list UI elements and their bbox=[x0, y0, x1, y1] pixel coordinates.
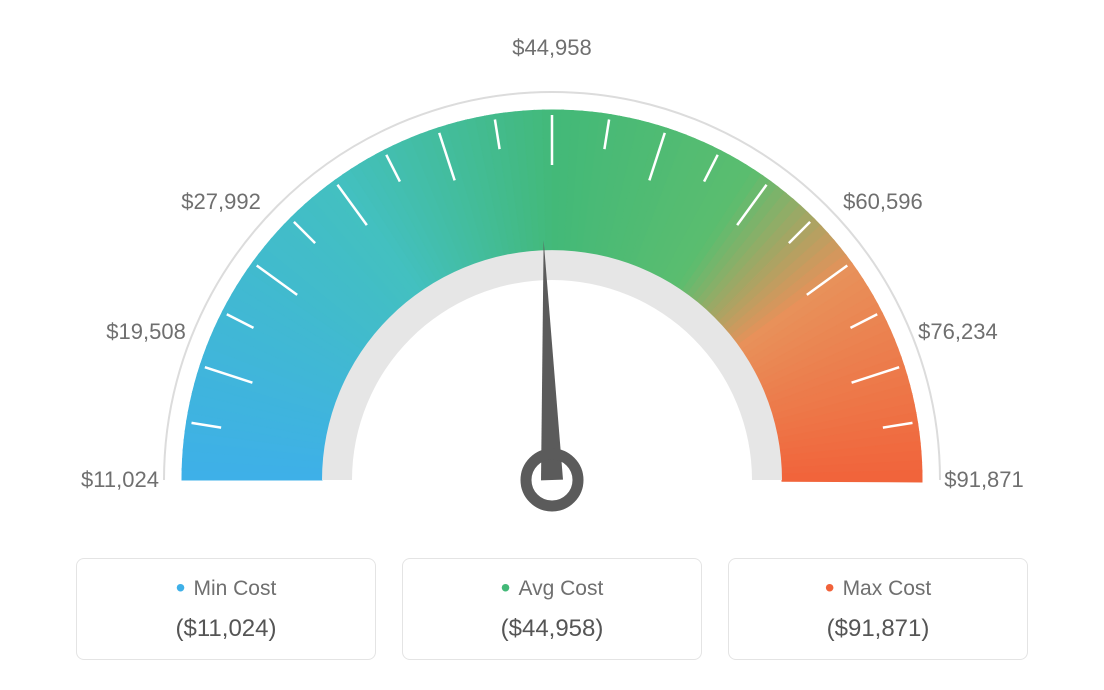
legend-avg-label: Avg Cost bbox=[413, 577, 691, 601]
legend-max-label: Max Cost bbox=[739, 577, 1017, 601]
scale-label: $44,958 bbox=[512, 35, 592, 61]
scale-label: $91,871 bbox=[944, 467, 1024, 493]
legend-card-max: Max Cost ($91,871) bbox=[728, 558, 1028, 660]
scale-label: $76,234 bbox=[918, 319, 998, 345]
legend-card-avg: Avg Cost ($44,958) bbox=[402, 558, 702, 660]
scale-label: $19,508 bbox=[106, 319, 186, 345]
legend-min-label: Min Cost bbox=[87, 577, 365, 601]
scale-label: $27,992 bbox=[181, 189, 261, 215]
legend-card-min: Min Cost ($11,024) bbox=[76, 558, 376, 660]
gauge-svg bbox=[102, 40, 1002, 520]
legend-avg-value: ($44,958) bbox=[413, 615, 691, 643]
cost-gauge: $11,024$19,508$27,992$44,958$60,596$76,2… bbox=[102, 40, 1002, 520]
legend-row: Min Cost ($11,024) Avg Cost ($44,958) Ma… bbox=[76, 558, 1028, 660]
legend-min-value: ($11,024) bbox=[87, 615, 365, 643]
scale-label: $60,596 bbox=[843, 189, 923, 215]
legend-max-value: ($91,871) bbox=[739, 615, 1017, 643]
scale-label: $11,024 bbox=[81, 467, 159, 493]
